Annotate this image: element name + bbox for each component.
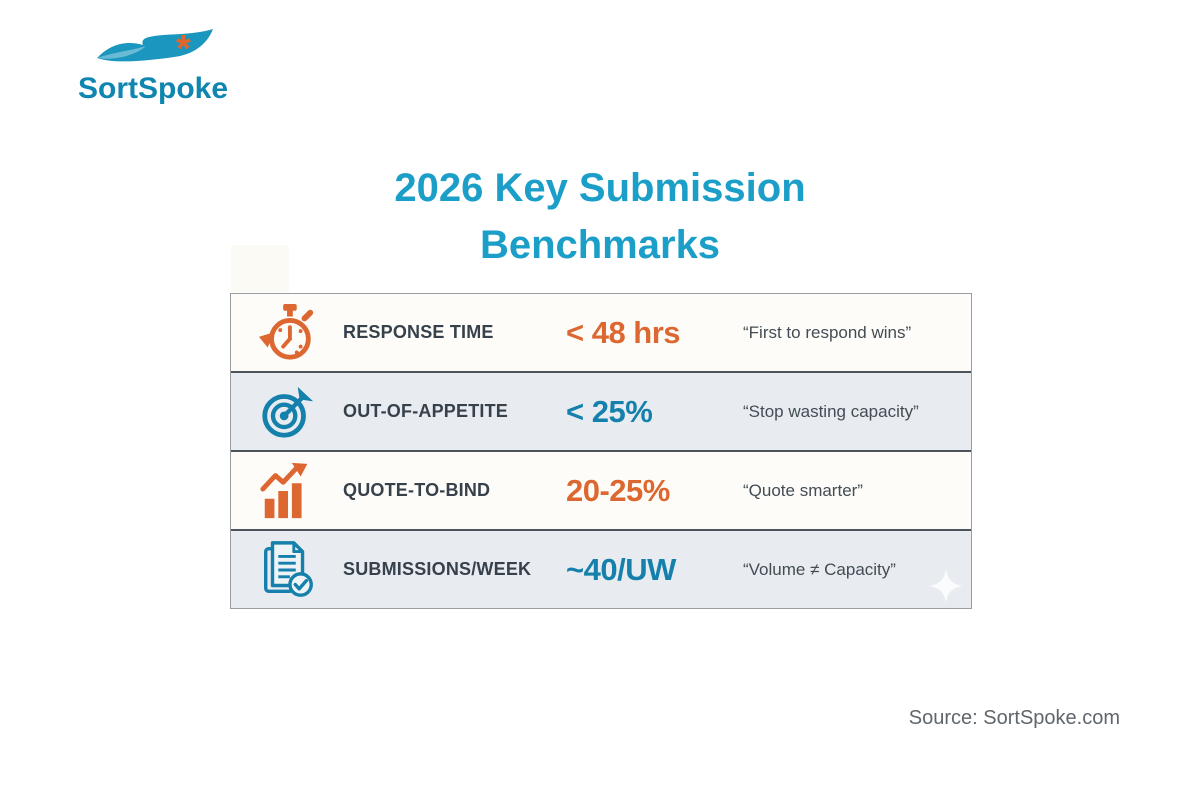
- page-title: 2026 Key Submission Benchmarks: [0, 160, 1200, 274]
- metric-value: < 48 hrs: [566, 314, 681, 350]
- metric-quote: “First to respond wins”: [743, 322, 912, 342]
- benchmark-row-quote-to-bind: QUOTE-TO-BIND 20-25% “Quote smarter”: [231, 450, 971, 529]
- bar-chart-icon: [257, 460, 319, 522]
- metric-value: ~40/UW: [566, 551, 676, 587]
- metric-value: 20-25%: [566, 472, 670, 508]
- background-artifact: [231, 245, 289, 292]
- benchmark-row-out-of-appetite: OUT-OF-APPETITE < 25% “Stop wasting capa…: [231, 371, 971, 450]
- metric-quote: “Stop wasting capacity”: [743, 401, 919, 421]
- source-credit: Source: SortSpoke.com: [908, 707, 1120, 729]
- document-check-icon: [257, 539, 319, 601]
- page-title-line2: Benchmarks: [479, 223, 721, 267]
- sparkle-icon: [929, 569, 963, 603]
- page-title-line1: 2026 Key Submission: [394, 166, 806, 210]
- metric-quote: “Quote smarter”: [743, 480, 863, 500]
- benchmark-row-submissions-week: SUBMISSIONS/WEEK ~40/UW “Volume ≠ Capaci…: [231, 529, 971, 608]
- logo-asterisk: *: [176, 28, 191, 70]
- target-icon: [257, 381, 319, 443]
- sortspoke-logo: * SortSpoke: [78, 28, 248, 106]
- metric-label: RESPONSE TIME: [343, 322, 494, 342]
- metric-value: < 25%: [566, 393, 653, 429]
- metric-label: QUOTE-TO-BIND: [343, 480, 491, 500]
- metric-label: OUT-OF-APPETITE: [343, 401, 508, 421]
- stopwatch-icon: [257, 302, 319, 364]
- benchmark-row-response-time: RESPONSE TIME < 48 hrs “First to respond…: [231, 294, 971, 371]
- metric-quote: “Volume ≠ Capacity”: [743, 559, 896, 579]
- benchmarks-table: RESPONSE TIME < 48 hrs “First to respond…: [230, 293, 972, 609]
- logo-text: SortSpoke: [78, 72, 229, 105]
- logo-swoosh-icon: [97, 29, 213, 62]
- metric-label: SUBMISSIONS/WEEK: [343, 559, 532, 579]
